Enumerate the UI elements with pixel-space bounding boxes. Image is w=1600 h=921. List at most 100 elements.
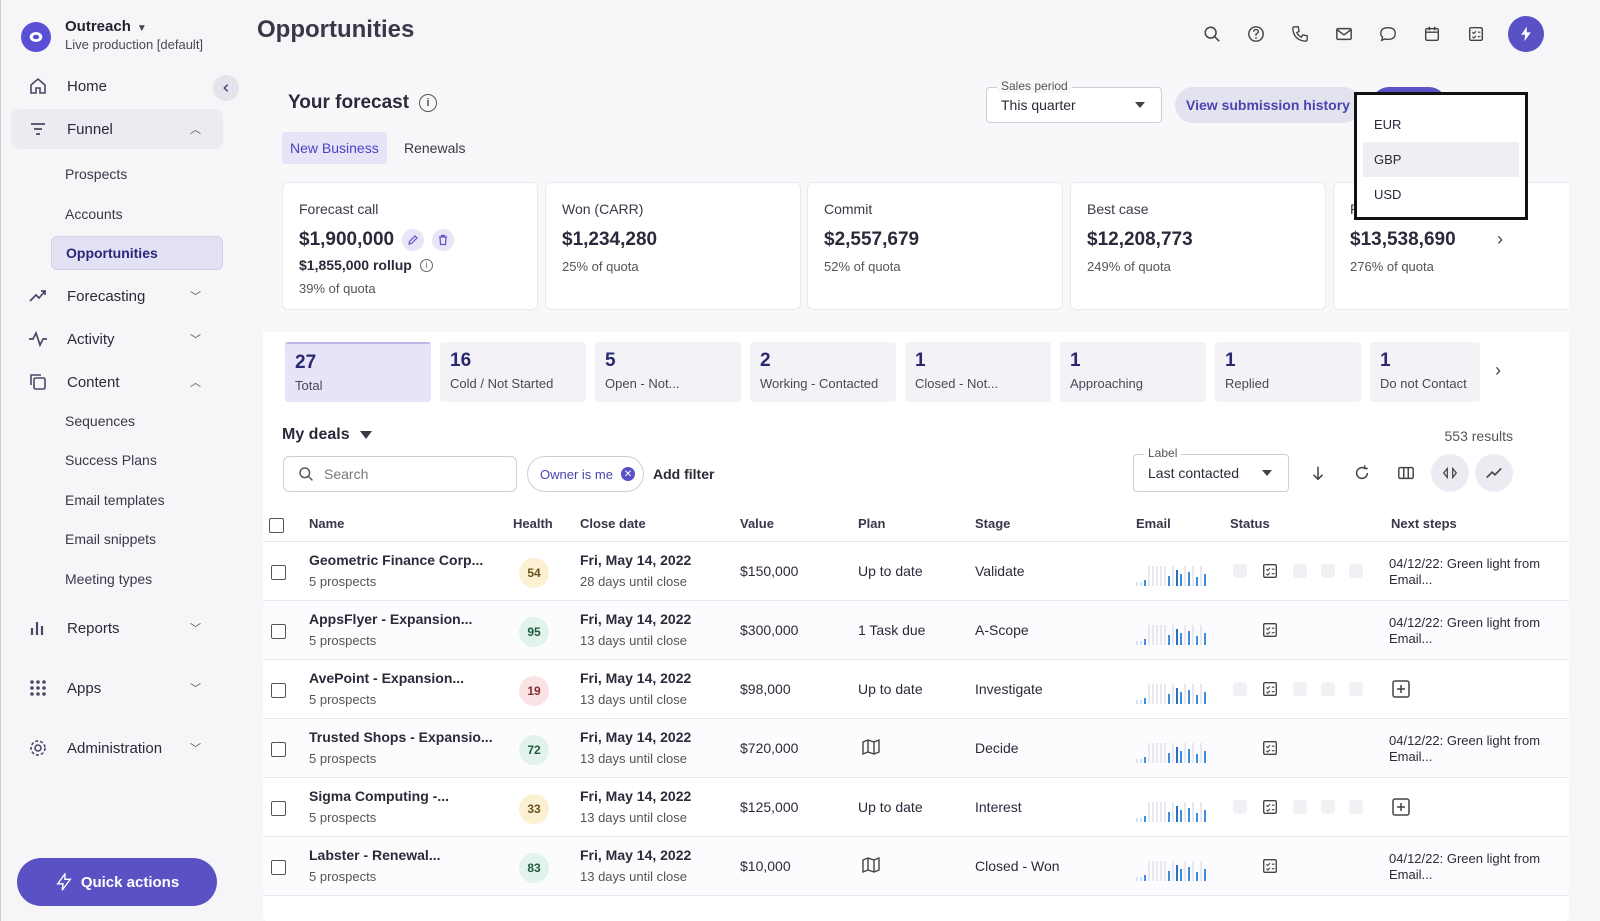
deal-name[interactable]: Geometric Finance Corp...: [309, 552, 484, 568]
chevron-right-icon[interactable]: ›: [1495, 360, 1501, 380]
col-close-date[interactable]: Close date: [580, 516, 646, 531]
sidebar-item-sequences[interactable]: Sequences: [65, 413, 136, 429]
stage-do-not-contact[interactable]: 1 Do not Contact: [1370, 342, 1480, 402]
sidebar-item-email-templates[interactable]: Email templates: [65, 492, 165, 508]
sales-period-select[interactable]: Sales period This quarter: [986, 79, 1162, 123]
stage-cold[interactable]: 16 Cold / Not Started: [440, 342, 586, 402]
nav-home[interactable]: Home: [11, 66, 223, 106]
filter-chip-owner[interactable]: Owner is me ✕: [527, 456, 644, 492]
add-next-step-icon[interactable]: [1391, 797, 1411, 817]
nav-administration[interactable]: Administration ﹀: [11, 728, 223, 768]
phone-icon[interactable]: [1278, 18, 1322, 50]
tasks-icon[interactable]: [1261, 680, 1279, 698]
close-icon[interactable]: ✕: [620, 467, 635, 481]
nav-apps[interactable]: Apps ﹀: [11, 668, 223, 708]
quick-actions-button[interactable]: Quick actions: [17, 858, 217, 906]
deal-name[interactable]: Trusted Shops - Expansio...: [309, 729, 493, 745]
edit-pencil-icon[interactable]: [402, 229, 425, 251]
add-next-step-icon[interactable]: [1391, 679, 1411, 699]
tab-renewals[interactable]: Renewals: [404, 140, 466, 156]
expand-icon[interactable]: [1431, 454, 1469, 492]
add-filter-button[interactable]: Add filter: [653, 466, 715, 482]
my-deals-dropdown[interactable]: My deals: [282, 426, 372, 444]
currency-option-gbp[interactable]: GBP: [1363, 142, 1519, 177]
stage-replied[interactable]: 1 Replied: [1215, 342, 1361, 402]
row-checkbox[interactable]: [271, 624, 286, 639]
sidebar-item-email-snippets[interactable]: Email snippets: [65, 531, 157, 547]
col-status[interactable]: Status: [1230, 516, 1270, 531]
plan-status[interactable]: 1 Task due: [858, 622, 926, 638]
table-row[interactable]: Labster - Renewal... 5 prospects 83 Fri, …: [263, 837, 1569, 896]
stage-approaching[interactable]: 1 Approaching: [1060, 342, 1206, 402]
trash-icon[interactable]: [432, 229, 455, 251]
trend-icon[interactable]: [1475, 454, 1513, 492]
chevron-right-icon[interactable]: ›: [1497, 229, 1503, 249]
table-row[interactable]: Trusted Shops - Expansio... 5 prospects 7…: [263, 719, 1569, 778]
nav-activity-label: Activity: [67, 330, 115, 348]
col-stage[interactable]: Stage: [975, 516, 1011, 531]
calendar-icon[interactable]: [1410, 18, 1454, 50]
info-icon[interactable]: i: [419, 94, 438, 112]
row-checkbox[interactable]: [271, 742, 286, 757]
nav-funnel[interactable]: Funnel ︿: [11, 109, 223, 149]
deal-name[interactable]: AvePoint - Expansion...: [309, 670, 465, 686]
deal-name[interactable]: Sigma Computing -...: [309, 788, 449, 804]
table-row[interactable]: Sigma Computing -... 5 prospects 33 Fri, …: [263, 778, 1569, 837]
table-row[interactable]: Geometric Finance Corp... 5 prospects 54 …: [263, 542, 1569, 601]
col-name[interactable]: Name: [309, 516, 345, 531]
row-checkbox[interactable]: [271, 565, 286, 580]
nav-forecasting[interactable]: Forecasting ﹀: [11, 276, 223, 316]
col-health[interactable]: Health: [513, 516, 553, 531]
stage-open[interactable]: 5 Open - Not...: [595, 342, 741, 402]
tasks-icon[interactable]: [1261, 621, 1279, 639]
chat-icon[interactable]: [1366, 18, 1410, 50]
sidebar-item-meeting-types[interactable]: Meeting types: [65, 571, 153, 587]
sidebar-item-success-plans[interactable]: Success Plans: [65, 452, 157, 468]
sidebar-item-accounts[interactable]: Accounts: [65, 206, 123, 222]
select-all-checkbox[interactable]: [269, 518, 284, 533]
stage-closed[interactable]: 1 Closed - Not...: [905, 342, 1051, 402]
search-icon[interactable]: [1190, 18, 1234, 50]
sort-down-icon[interactable]: [1299, 454, 1337, 492]
tab-new-business[interactable]: New Business: [282, 132, 387, 164]
search-input[interactable]: Search: [283, 456, 517, 492]
row-checkbox[interactable]: [271, 801, 286, 816]
tasks-icon[interactable]: [1261, 562, 1279, 580]
table-row[interactable]: AvePoint - Expansion... 5 prospects 19 Fr…: [263, 660, 1569, 719]
tasks-icon[interactable]: [1261, 739, 1279, 757]
tasks-icon[interactable]: [1454, 18, 1498, 50]
map-plan-icon[interactable]: [861, 855, 881, 875]
org-switcher[interactable]: Outreach ▼ Live production [default]: [21, 18, 203, 52]
row-checkbox[interactable]: [271, 683, 286, 698]
nav-content[interactable]: Content ︿: [11, 362, 223, 402]
help-icon[interactable]: [1234, 18, 1278, 50]
deal-name[interactable]: Labster - Renewal...: [309, 847, 441, 863]
sidebar-item-prospects[interactable]: Prospects: [65, 166, 128, 182]
col-next-steps[interactable]: Next steps: [1391, 516, 1457, 531]
row-checkbox[interactable]: [271, 860, 286, 875]
col-email[interactable]: Email: [1136, 516, 1171, 531]
col-plan[interactable]: Plan: [858, 516, 886, 531]
lightning-avatar-button[interactable]: [1508, 16, 1544, 52]
col-value[interactable]: Value: [740, 516, 774, 531]
deal-value: $98,000: [740, 681, 791, 697]
stage-working[interactable]: 2 Working - Contacted: [750, 342, 896, 402]
refresh-icon[interactable]: [1343, 454, 1381, 492]
tasks-icon[interactable]: [1261, 798, 1279, 816]
label-select[interactable]: Label Last contacted: [1133, 446, 1289, 492]
columns-icon[interactable]: [1387, 454, 1425, 492]
mail-icon[interactable]: [1322, 18, 1366, 50]
nav-activity[interactable]: Activity ﹀: [11, 319, 223, 359]
nav-reports[interactable]: Reports ﹀: [11, 608, 223, 648]
map-plan-icon[interactable]: [861, 737, 881, 757]
sidebar-item-opportunities[interactable]: Opportunities: [51, 236, 223, 270]
currency-option-eur[interactable]: EUR: [1374, 117, 1402, 132]
collapse-sidebar-button[interactable]: [213, 75, 239, 101]
info-icon[interactable]: i: [419, 258, 433, 272]
tasks-icon[interactable]: [1261, 857, 1279, 875]
deal-name[interactable]: AppsFlyer - Expansion...: [309, 611, 473, 627]
stage-total[interactable]: 27 Total: [285, 342, 431, 402]
currency-option-usd[interactable]: USD: [1374, 187, 1402, 202]
view-submission-history-button[interactable]: View submission history: [1175, 87, 1361, 123]
table-row[interactable]: AppsFlyer - Expansion... 5 prospects 95 F…: [263, 601, 1569, 660]
